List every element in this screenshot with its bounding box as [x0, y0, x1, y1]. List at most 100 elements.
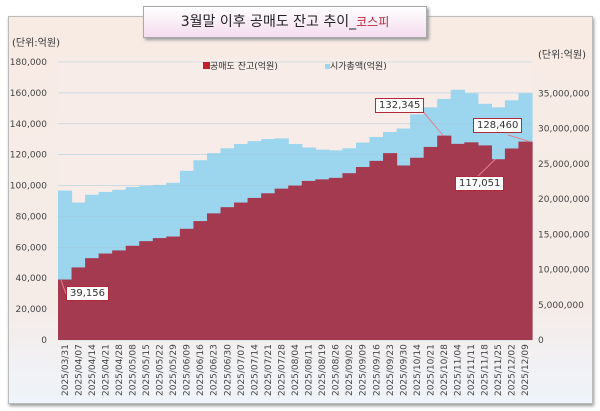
x-tick-label: 2025/07/28 [277, 344, 287, 396]
right-tick-label: 10,000,000 [538, 266, 590, 276]
short-bar [518, 141, 533, 340]
short-bar [491, 159, 506, 340]
left-tick-label: 20,000 [16, 305, 48, 315]
x-tick-label: 2025/06/16 [196, 344, 206, 396]
left-tick-label: 60,000 [16, 243, 48, 253]
x-tick-label: 2025/10/21 [426, 344, 436, 396]
short-bar [179, 228, 195, 340]
x-tick-label: 2025/12/02 [508, 344, 518, 396]
title-main: 3월말 이후 공매도 잔고 추이_ [180, 14, 357, 30]
legend-mcap-label: 시가총액(억원) [330, 62, 387, 72]
short-bar [464, 142, 479, 340]
short-bar [247, 197, 262, 340]
short-bar [206, 213, 222, 340]
x-tick-label: 2025/05/15 [142, 344, 152, 396]
short-bar [396, 165, 411, 340]
right-tick-label: 15,000,000 [538, 230, 590, 240]
short-bar [288, 185, 303, 340]
x-tick-label: 2025/09/23 [386, 344, 396, 396]
x-tick-label: 2025/06/23 [210, 344, 220, 396]
title-sub: 코스피 [356, 15, 390, 29]
left-tick-label: 120,000 [10, 151, 47, 161]
annotation-peak: 132,345 [375, 98, 425, 113]
x-tick-label: 2025/11/11 [467, 344, 477, 396]
short-bar [450, 143, 465, 340]
legend-short-label: 공매도 잔고(억원) [210, 62, 278, 72]
short-bar [71, 267, 86, 340]
left-tick-label: 100,000 [10, 182, 47, 192]
x-tick-label: 2025/11/04 [454, 344, 464, 396]
legend-mcap-swatch [325, 64, 330, 69]
right-tick-label: 30,000,000 [538, 125, 590, 135]
x-tick-label: 2025/09/30 [399, 344, 409, 396]
left-tick-label: 80,000 [16, 212, 48, 222]
x-tick-label: 2025/08/11 [305, 344, 315, 396]
x-tick-label: 2025/11/18 [481, 344, 491, 396]
short-bar [193, 221, 208, 340]
short-bar [437, 135, 452, 340]
short-bar [369, 160, 384, 340]
x-tick-label: 2025/09/02 [345, 344, 355, 396]
short-bar [112, 250, 127, 340]
short-bar [328, 177, 343, 340]
short-bar [342, 173, 357, 340]
x-tick-label: 2025/11/25 [494, 344, 504, 396]
x-tick-label: 2025/10/28 [440, 344, 450, 396]
short-bar [234, 202, 249, 340]
left-tick-label: 180,000 [10, 58, 47, 68]
short-bar [274, 188, 289, 340]
x-tick-label: 2025/08/26 [332, 344, 342, 396]
annotation-leader [507, 134, 531, 143]
right-tick-label: 20,000,000 [538, 195, 590, 205]
x-tick-label: 2025/08/04 [291, 344, 301, 396]
x-tick-label: 2025/04/07 [74, 344, 84, 396]
left-tick-label: 140,000 [10, 120, 47, 130]
left-tick-label: 160,000 [10, 89, 47, 99]
x-tick-label: 2025/04/21 [101, 344, 111, 396]
chart-title: 3월말 이후 공매도 잔고 추이_코스피 [143, 6, 427, 38]
annotation-low: 117,051 [455, 176, 505, 191]
x-tick-label: 2025/12/09 [521, 344, 531, 396]
short-bar [139, 241, 154, 340]
x-tick-label: 2025/07/14 [250, 344, 260, 396]
right-tick-label: 25,000,000 [538, 160, 590, 170]
short-bar [315, 179, 330, 340]
x-tick-label: 2025/09/16 [372, 344, 382, 396]
x-tick-label: 2025/05/29 [169, 344, 179, 396]
x-tick-label: 2025/10/14 [413, 344, 423, 396]
x-tick-label: 2025/06/09 [183, 344, 193, 396]
short-bar [220, 207, 235, 340]
legend-mcap: 시가총액(억원) [325, 59, 387, 72]
x-tick-label: 2025/04/14 [88, 344, 98, 396]
annotation-latest: 128,460 [473, 118, 523, 133]
short-bar [166, 236, 181, 340]
short-bar [125, 245, 140, 340]
legend-short-swatch [203, 62, 210, 69]
short-bar [504, 148, 520, 340]
x-tick-label: 2025/04/28 [115, 344, 125, 396]
left-unit-label: (단위:억원) [12, 38, 60, 49]
short-bar [410, 157, 425, 340]
x-tick-label: 2025/03/31 [61, 344, 71, 396]
right-tick-label: 35,000,000 [538, 89, 590, 99]
legend-short: 공매도 잔고(억원) [203, 59, 278, 72]
annotation-leader [477, 158, 496, 177]
short-bar [423, 146, 438, 340]
left-tick-label: 0 [41, 336, 47, 346]
x-tick-label: 2025/08/19 [318, 344, 328, 396]
x-tick-label: 2025/07/07 [237, 344, 247, 396]
short-bar [383, 153, 398, 340]
right-tick-label: 5,000,000 [538, 301, 584, 311]
short-bar [261, 193, 276, 340]
x-tick-label: 2025/09/09 [359, 344, 369, 396]
annotation-start: 39,156 [66, 286, 109, 301]
short-bar [477, 145, 492, 340]
x-tick-label: 2025/05/08 [128, 344, 138, 396]
short-bar [152, 238, 167, 340]
x-tick-label: 2025/05/22 [156, 344, 166, 396]
x-tick-label: 2025/06/30 [223, 344, 233, 396]
short-bar [355, 167, 371, 340]
right-unit-label: (단위:억원) [538, 50, 586, 61]
short-bar [301, 180, 316, 340]
